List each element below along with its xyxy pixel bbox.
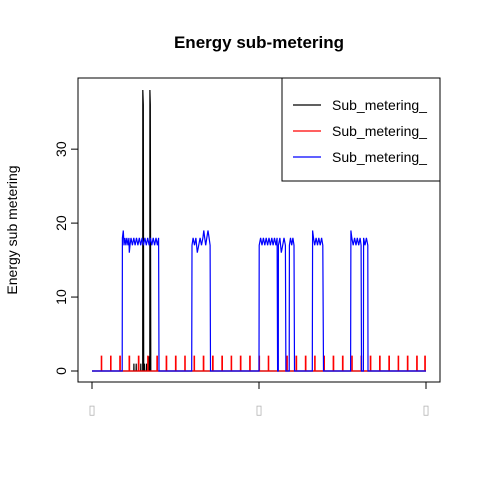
- y-tick-label: 0: [53, 367, 69, 375]
- x-tick-label: ▯: [255, 403, 262, 418]
- legend: Sub_metering_ Sub_metering_ Sub_metering_: [281, 77, 441, 182]
- chart-title: Energy sub-metering: [174, 33, 344, 52]
- series-layer: [92, 89, 426, 372]
- series-line-3: [92, 230, 426, 372]
- y-axis-label: Energy sub metering: [4, 165, 20, 294]
- y-axis: 0 10 20 30: [53, 141, 79, 375]
- legend-label: Sub_metering_: [332, 123, 427, 139]
- legend-box: [281, 77, 441, 182]
- x-axis: ▯ ▯ ▯: [88, 381, 430, 418]
- y-tick-label: 30: [53, 141, 69, 157]
- legend-label: Sub_metering_: [332, 97, 427, 113]
- y-tick-label: 20: [53, 215, 69, 231]
- x-tick-label: ▯: [422, 403, 429, 418]
- x-tick-label: ▯: [88, 403, 95, 418]
- y-tick-label: 10: [53, 289, 69, 305]
- legend-label: Sub_metering_: [332, 149, 427, 165]
- legend-entries: Sub_metering_ Sub_metering_ Sub_metering_: [293, 97, 427, 165]
